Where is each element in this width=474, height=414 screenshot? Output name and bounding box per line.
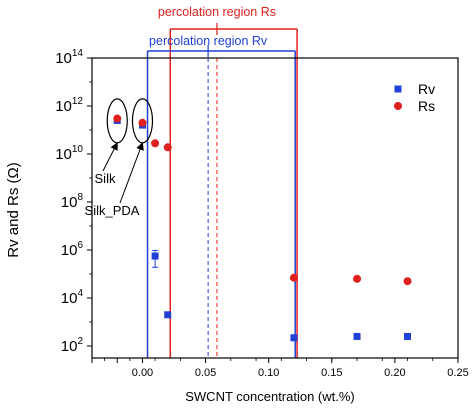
rs-data-point (289, 273, 298, 282)
y-tick-label: 102 (61, 336, 84, 355)
annotation-label: Silk (95, 171, 116, 186)
rs-data-point (138, 118, 147, 127)
rs-data-point (353, 274, 362, 283)
rs-data-point (403, 277, 412, 286)
annotation-arrow (119, 141, 144, 204)
axes: 0.00 0.05 0.10 0.15 0.20 0.25 102 104 106 108 1010… (55, 48, 469, 379)
y-tick-label: 104 (61, 288, 84, 307)
x-tick-label: 0.10 (258, 367, 279, 379)
x-tick-label: 0.00 (132, 367, 153, 379)
rv-data-point (151, 252, 159, 260)
plot-area: percolation region Rs percolation region … (85, 5, 412, 358)
region-label: percolation region Rv (149, 34, 268, 48)
rs-data-point (151, 139, 160, 148)
y-tick-label: 1014 (55, 48, 83, 67)
annotation-label: Silk_PDA (85, 203, 140, 218)
legend-marker-rv (394, 85, 402, 93)
x-tick-label: 0.20 (384, 367, 405, 379)
axis-labels: SWCNT concentration (wt.%) Rv and Rs (Ω) (5, 162, 355, 404)
legend-label: Rv (418, 81, 435, 97)
rs-data-point (113, 114, 122, 123)
rv-data-point (164, 311, 172, 319)
annotation-arrow (102, 141, 118, 172)
y-tick-label: 1010 (55, 144, 83, 163)
y-tick-label: 108 (61, 192, 84, 211)
rv-data-point (290, 334, 298, 342)
y-tick-label: 106 (61, 240, 84, 259)
x-tick-label: 0.15 (321, 367, 342, 379)
rv-data-point (404, 332, 412, 340)
legend-marker-rs (394, 102, 402, 110)
x-tick-label: 0.25 (447, 367, 468, 379)
rs-data-point (163, 143, 172, 152)
x-tick-label: 0.05 (195, 367, 216, 379)
x-axis-label: SWCNT concentration (wt.%) (185, 389, 355, 404)
y-tick-label: 1012 (55, 96, 83, 115)
plot-frame (91, 57, 459, 359)
rv-data-point (353, 332, 361, 340)
legend-label: Rs (418, 98, 435, 114)
region-label: percolation region Rs (158, 5, 276, 19)
y-axis-label: Rv and Rs (Ω) (5, 162, 22, 257)
